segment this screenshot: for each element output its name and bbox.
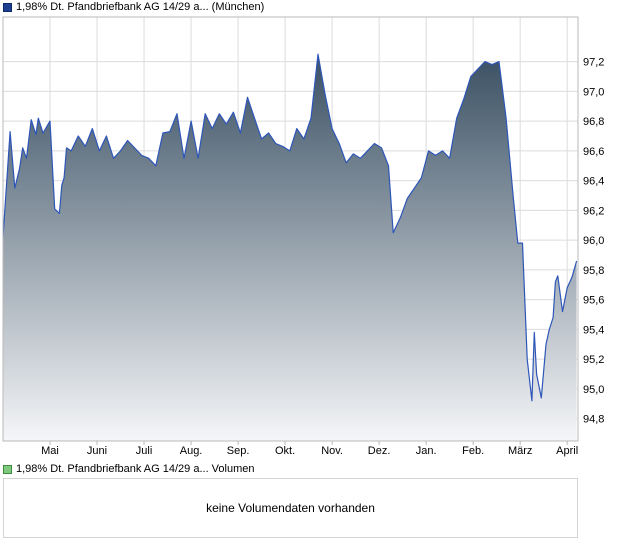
no-volume-message: keine Volumendaten vorhanden [206,501,375,515]
y-tick-label: 95,8 [583,265,604,277]
x-tick-label: Sep. [227,445,250,457]
x-tick-label: Aug. [180,445,203,457]
y-tick-label: 95,4 [583,324,604,336]
y-tick-label: 95,0 [583,384,604,396]
y-tick-label: 95,2 [583,354,604,366]
y-tick-label: 96,2 [583,205,604,217]
x-tick-label: Mai [41,445,59,457]
x-tick-label: Jan. [416,445,437,457]
y-tick-label: 96,0 [583,235,604,247]
volume-legend-label: 1,98% Dt. Pfandbriefbank AG 14/29 a... V… [16,463,255,475]
x-tick-label: Nov. [321,445,343,457]
x-tick-label: April [556,445,578,457]
price-legend-swatch [3,2,12,12]
volume-panel: keine Volumendaten vorhanden [3,478,578,538]
y-tick-label: 95,6 [583,295,604,307]
y-tick-label: 97,0 [583,86,604,98]
x-tick-label: März [508,445,532,457]
price-legend: 1,98% Dt. Pfandbriefbank AG 14/29 a... (… [3,0,264,14]
volume-legend-swatch [3,464,12,474]
price-line [2,53,578,402]
price-chart: 94,8 95,0 95,2 95,4 95,6 95,8 96,0 96,2 96,4 96,6… [2,16,604,457]
x-tick-label: Okt. [275,445,295,457]
y-tick-label: 96,4 [583,176,604,188]
x-tick-label: Feb. [462,445,484,457]
price-area [3,54,577,441]
plot-frame [2,16,579,442]
volume-legend: 1,98% Dt. Pfandbriefbank AG 14/29 a... V… [3,462,255,476]
price-legend-label: 1,98% Dt. Pfandbriefbank AG 14/29 a... (… [16,1,265,13]
y-tick-label: 96,6 [583,146,604,158]
x-tick-label: Dez. [368,445,391,457]
y-tick-label: 97,2 [583,57,604,69]
x-tick-label: Juni [87,445,107,457]
y-tick-label: 96,8 [583,116,604,128]
x-tick-label: Juli [136,445,153,457]
y-tick-label: 94,8 [583,414,604,426]
